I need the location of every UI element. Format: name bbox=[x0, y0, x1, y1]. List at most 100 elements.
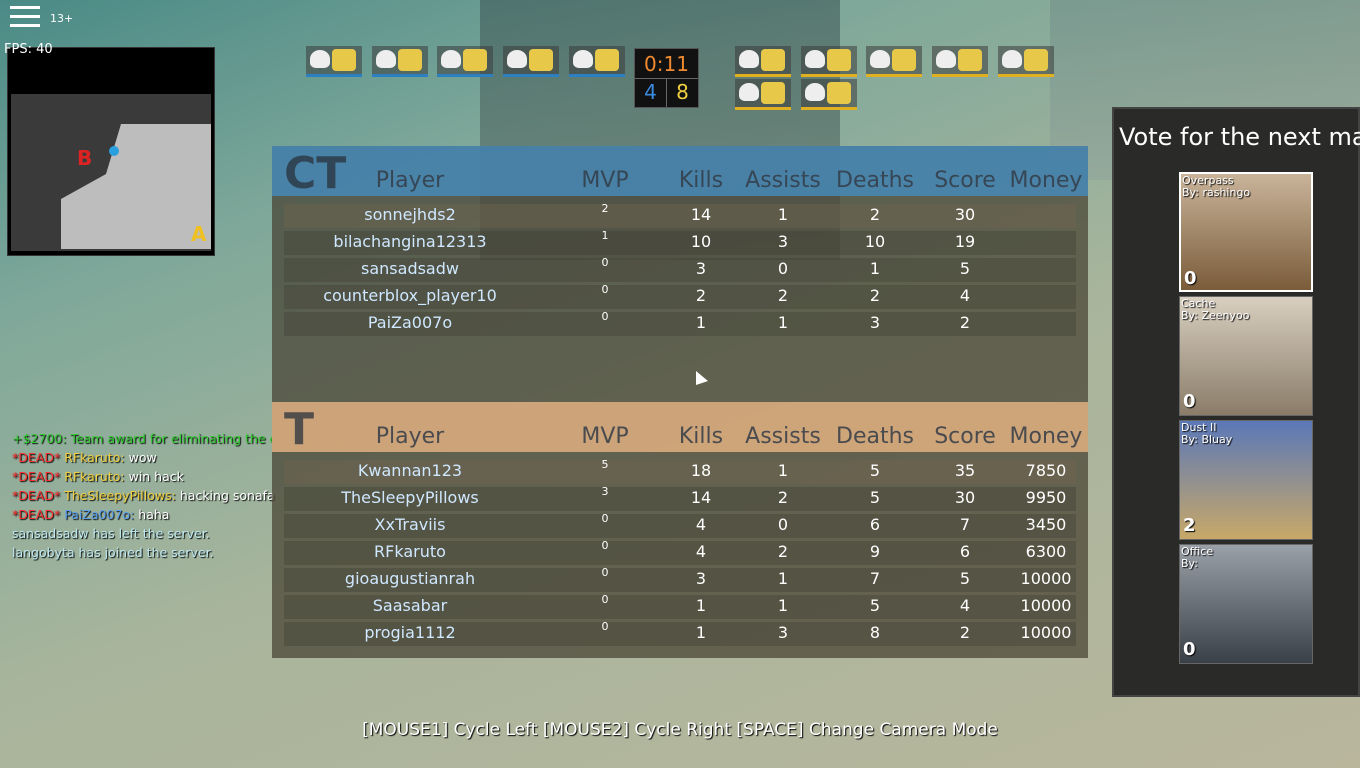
cell: sonnejhds2 bbox=[364, 205, 456, 224]
mvp-count: 0 bbox=[601, 283, 609, 296]
avatar bbox=[463, 49, 487, 71]
column-header: Player bbox=[375, 168, 445, 193]
map-option[interactable]: Office By: 0 bbox=[1179, 544, 1313, 664]
cell: 4 bbox=[959, 286, 971, 305]
minimap-building bbox=[61, 124, 211, 249]
player-portrait bbox=[735, 46, 791, 77]
chat-line: *DEAD* RFkaruto: wow bbox=[12, 450, 157, 465]
chat-text: sansadsadw has left the server. bbox=[12, 526, 210, 541]
cell: 2 bbox=[777, 286, 789, 305]
controls-hint: [MOUSE1] Cycle Left [MOUSE2] Cycle Right… bbox=[362, 720, 998, 740]
cell: 4 bbox=[959, 596, 971, 615]
chat-name: RFkaruto: bbox=[64, 450, 125, 465]
cell: 2 bbox=[869, 286, 881, 305]
column-header: Kills bbox=[678, 424, 724, 449]
cell: 2 bbox=[959, 623, 971, 642]
menu-bar bbox=[10, 6, 40, 9]
column-header: Assists bbox=[745, 168, 821, 193]
cell: 1 bbox=[777, 569, 789, 588]
column-header: MVP bbox=[581, 168, 629, 193]
cell: 35 bbox=[954, 461, 976, 480]
player-portrait bbox=[306, 46, 362, 77]
cell: 1 bbox=[695, 623, 707, 642]
skull-icon bbox=[739, 50, 759, 68]
chat-line: *DEAD* RFkaruto: win hack bbox=[12, 469, 184, 484]
chat-line: *DEAD* TheSleepyPillows: hacking sonafa bbox=[12, 488, 275, 503]
cell: 3450 bbox=[1025, 515, 1067, 534]
cell: 7850 bbox=[1025, 461, 1067, 480]
cell: 2 bbox=[777, 542, 789, 561]
map-name: Cache bbox=[1181, 297, 1216, 310]
player-portrait bbox=[932, 46, 988, 77]
player-portrait bbox=[569, 46, 625, 77]
cell: 3 bbox=[695, 259, 707, 278]
mvp-count: 5 bbox=[601, 458, 609, 471]
avatar bbox=[958, 49, 982, 71]
chat-name: PaiZa007o: bbox=[64, 507, 135, 522]
column-header: Money bbox=[1009, 424, 1083, 449]
chat-text: win hack bbox=[128, 469, 184, 484]
avatar bbox=[1024, 49, 1048, 71]
cell: 9950 bbox=[1025, 488, 1067, 507]
skull-icon bbox=[310, 50, 330, 68]
map-votes: 0 bbox=[1184, 268, 1197, 289]
map-option[interactable]: Cache By: Zeenyoo 0 bbox=[1179, 296, 1313, 416]
column-header: Deaths bbox=[836, 168, 914, 193]
cell: 10000 bbox=[1020, 596, 1072, 615]
cell: 10000 bbox=[1020, 623, 1072, 642]
player-portrait bbox=[801, 79, 857, 110]
team-name: T bbox=[284, 404, 315, 455]
skull-icon bbox=[805, 83, 825, 101]
map-votes: 2 bbox=[1183, 515, 1196, 536]
cell: 1 bbox=[777, 205, 789, 224]
map-option[interactable]: Overpass By: rashingo 0 bbox=[1179, 172, 1313, 292]
cell: 2 bbox=[959, 313, 971, 332]
player-dot bbox=[109, 146, 119, 156]
cell: counterblox_player10 bbox=[323, 286, 497, 305]
cell: Kwannan123 bbox=[357, 461, 463, 480]
map-name: Overpass bbox=[1182, 174, 1234, 187]
cell: 4 bbox=[695, 542, 707, 561]
menu-bar bbox=[10, 24, 40, 27]
avatar bbox=[332, 49, 356, 71]
cell: 7 bbox=[959, 515, 971, 534]
player-portrait bbox=[801, 46, 857, 77]
avatar bbox=[827, 49, 851, 71]
column-header: Assists bbox=[745, 424, 821, 449]
row-background bbox=[284, 258, 1076, 282]
cell: TheSleepyPillows bbox=[341, 488, 479, 507]
skull-icon bbox=[739, 83, 759, 101]
map-author: By: Bluay bbox=[1181, 433, 1233, 446]
row-background bbox=[284, 231, 1076, 255]
cell: 3 bbox=[777, 623, 789, 642]
chat-line: *DEAD* PaiZa007o: haha bbox=[12, 507, 169, 522]
skull-icon bbox=[936, 50, 956, 68]
chat-name: TheSleepyPillows: bbox=[64, 488, 176, 503]
column-header: Money bbox=[1009, 168, 1083, 193]
chat-text: haha bbox=[138, 507, 170, 522]
skull-icon bbox=[573, 50, 593, 68]
player-portrait bbox=[372, 46, 428, 77]
map-author: By: rashingo bbox=[1182, 186, 1251, 199]
cell: gioaugustianrah bbox=[344, 569, 476, 588]
cell: 0 bbox=[777, 259, 789, 278]
column-header: MVP bbox=[581, 424, 629, 449]
skull-icon bbox=[376, 50, 396, 68]
site-b: B bbox=[77, 146, 93, 170]
cell: 3 bbox=[695, 569, 707, 588]
column-header: Kills bbox=[678, 168, 724, 193]
age-badge: 13+ bbox=[50, 12, 74, 25]
menu-button[interactable] bbox=[10, 6, 40, 30]
map-option[interactable]: Dust II By: Bluay 2 bbox=[1179, 420, 1313, 540]
player-portrait bbox=[866, 46, 922, 77]
mvp-count: 0 bbox=[601, 310, 609, 323]
vote-panel: Vote for the next map Overpass By: rashing… bbox=[1112, 107, 1360, 697]
cell: 2 bbox=[777, 488, 789, 507]
row-background bbox=[284, 285, 1076, 309]
mvp-count: 2 bbox=[601, 202, 609, 215]
ct-score: 4 bbox=[644, 80, 657, 104]
fps: FPS: 40 bbox=[4, 42, 53, 57]
cell: RFkaruto bbox=[374, 542, 446, 561]
